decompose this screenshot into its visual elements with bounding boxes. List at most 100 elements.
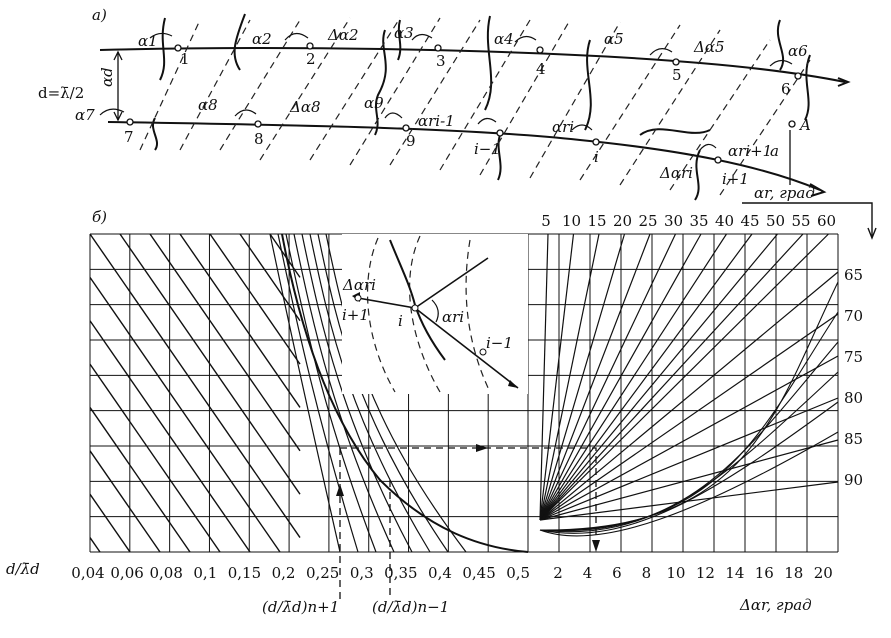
example-arrow-2 [336,484,344,496]
top-tick-label: 5 [541,212,551,230]
d-dimension-arrows [113,50,123,122]
left-diagonal [179,233,301,408]
left-diagonal [149,233,301,452]
alpha-axis-arrow [742,202,873,236]
tangent-curve [301,233,413,553]
angle-label-da5: Δα5 [693,38,725,56]
point-label-2: 2 [306,50,316,68]
left-diagonal [89,407,191,553]
fan-line-top [539,233,677,521]
top-tick-label: 20 [613,212,632,230]
left-tick-label: 0,3 [350,564,374,582]
point-a-label: A [798,116,811,134]
alpha-d-label: αd [98,67,116,87]
fan-line-top [539,233,626,521]
alpha-axis-arrow-head [867,227,877,240]
n-minus-1-label: (d/λ̄d)n−1 [372,598,449,616]
right-bottom-tick-label: 6 [612,564,622,582]
n-plus-1-label: (d/λ̄d)n+1 [262,598,339,616]
right-bottom-tick-label: 10 [666,564,685,582]
inset-p-next: i+1 [342,306,369,324]
left-diagonal [89,493,131,553]
left-tick-label: 0,08 [150,564,183,582]
diagram-a-label: а) [92,6,107,24]
diagram-b: б) αr, град 0,04 0,06 0,08 0,1 0,15 0,2 0,25 0,… [6,184,877,616]
left-tick-label: 0,2 [272,564,296,582]
left-diagonal [89,276,281,553]
right-tick-label: 80 [844,389,863,407]
left-tick-label: 0,06 [110,564,143,582]
right-bottom-tick-label: 4 [583,564,593,582]
wave-crests [152,13,811,201]
point-label-8: 8 [254,130,264,148]
right-bottom-tick-label: 18 [784,564,803,582]
top-tick-label: 25 [638,212,657,230]
right-bottom-tick-label: 20 [814,564,833,582]
diagram-a: а) [38,6,851,201]
right-bottom-tick-label: 14 [725,564,744,582]
point-label-6: 6 [781,80,791,98]
fan-line-top [539,233,549,521]
left-diagonal [89,320,251,553]
angle-label-ari-1: αri-1 [418,112,455,130]
fan-line-top [539,233,778,521]
top-tick-label: 30 [664,212,683,230]
inset-alpha-label: αri [442,308,464,326]
angle-label-ari: αri [552,118,574,136]
right-tick-label: 85 [844,430,863,448]
inset-p-prev: i−1 [486,334,513,352]
inset-diagram: Δαri αri i+1 i i−1 [342,234,528,394]
point-label-i: i [594,148,599,166]
point-label-3: 3 [436,52,446,70]
top-tick-label: 35 [689,212,708,230]
d-label: d=λ̄/2 [38,84,84,102]
top-tick-label: 45 [740,212,759,230]
left-tick-label: 0,25 [306,564,339,582]
left-diagonal [89,450,161,553]
angle-label-a8: α8 [198,96,218,114]
angle-label-a7: α7 [75,106,95,124]
fan-line-right [539,439,839,521]
fan-curve [539,311,839,531]
angle-label-da2: Δα2 [327,26,359,44]
fan-line-top [539,233,804,521]
left-tick-label: 0,04 [71,564,104,582]
left-tick-label: 0,45 [462,564,495,582]
angle-label-a2: α2 [252,30,272,48]
left-tick-label: 0,4 [428,564,452,582]
tangent-curve [293,233,395,553]
a-label: a [770,142,779,160]
inset-delta-label: Δαri [342,276,376,294]
lower-streamline [107,121,821,191]
angle-label-a5: α5 [604,30,624,48]
right-tick-label: 75 [844,348,863,366]
angle-label-a3: α3 [394,24,414,42]
left-axis-label: d/λ̄d [6,560,40,578]
upper-arrow [837,77,851,87]
right-bottom-axis-label: Δαr, град [739,596,812,614]
right-tick-label: 70 [844,307,863,325]
tangent-curve [269,233,341,553]
right-bottom-tick-label: 2 [553,564,563,582]
left-tick-label: 0,1 [193,564,217,582]
left-tick-label: 0,15 [228,564,261,582]
angle-label-ari+1: αri+1 [728,142,772,160]
point-label-9: 9 [406,132,416,150]
top-tick-label: 50 [766,212,785,230]
point-label-i-plus-1: i+1 [722,170,749,188]
lower-arrow [809,183,827,197]
left-tick-label: 0,5 [506,564,530,582]
left-diagonal [269,233,301,278]
angle-label-a1: α1 [138,32,158,50]
point-label-i-minus-1: i−1 [474,140,501,158]
fan-curve [539,401,839,534]
fan-line-top [539,233,753,521]
upper-streamline [99,47,846,83]
example-path [339,447,597,600]
envelope-curve [281,233,529,553]
stream-points [126,42,802,164]
right-bottom-tick-label: 8 [642,564,652,582]
point-label-4: 4 [536,60,546,78]
tangent-curve [277,233,359,553]
